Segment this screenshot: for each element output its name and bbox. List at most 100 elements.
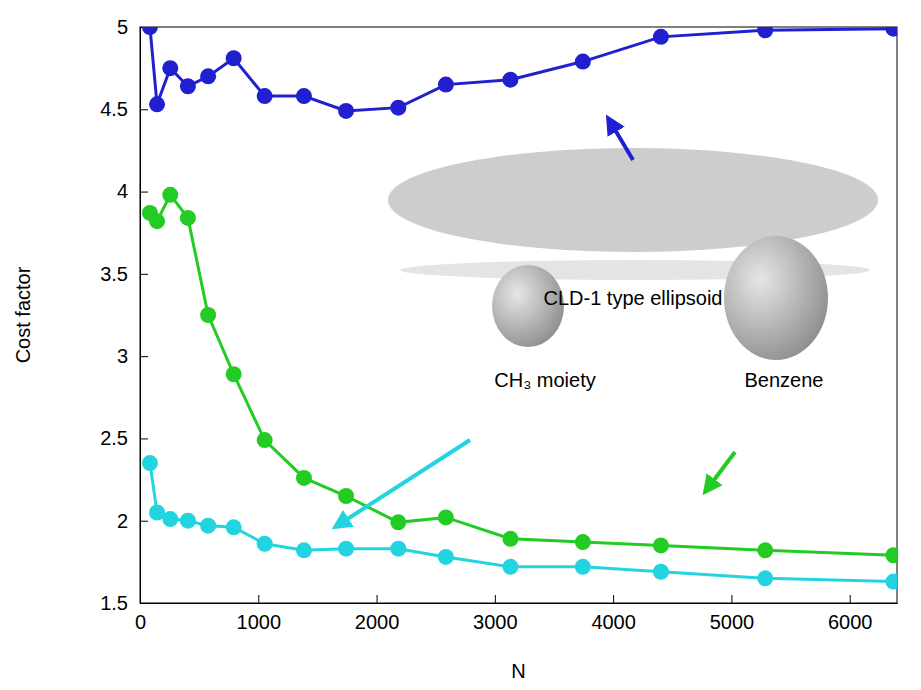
x-tick-mark (613, 595, 614, 603)
data-point (226, 50, 242, 66)
y-tick: 2.5 (100, 427, 148, 449)
chart: 0 1000 2000 3000 4000 5000 6000 1.5 2 2.5 3 3.5 4 4.5… (0, 0, 921, 690)
data-point (390, 514, 406, 530)
plot-frame (140, 27, 897, 603)
x-tick-label: 4000 (591, 611, 636, 633)
arrow (335, 440, 470, 527)
x-tick-mark (850, 595, 851, 603)
data-point (296, 470, 312, 486)
annotation: CLD-1 type ellipsoid (544, 287, 723, 309)
x-axis-line (141, 603, 898, 604)
x-tick: 6000 (828, 595, 873, 633)
data-point (653, 537, 669, 553)
data-point (226, 519, 242, 535)
data-point (257, 88, 273, 104)
y-tick-label: 2 (117, 510, 128, 532)
x-tick-mark (731, 595, 732, 603)
data-point (390, 541, 406, 557)
y-tick-label: 3 (117, 345, 128, 367)
y-axis-line (140, 28, 141, 604)
data-point (180, 210, 196, 226)
x-axis: 0 1000 2000 3000 4000 5000 6000 (135, 595, 898, 633)
data-point (502, 72, 518, 88)
data-point (575, 54, 591, 70)
x-tick-label: 6000 (828, 611, 873, 633)
y-tick: 1.5 (100, 592, 148, 614)
data-point (226, 366, 242, 382)
y-tick-label: 4 (117, 180, 128, 202)
ellipsoid (724, 236, 828, 360)
series-group (142, 27, 897, 590)
data-point (575, 559, 591, 575)
data-point (149, 96, 165, 112)
x-tick: 3000 (473, 595, 518, 633)
y-tick-label: 5 (117, 16, 128, 38)
x-tick: 2000 (355, 595, 400, 633)
y-tick-mark (140, 438, 148, 439)
y-tick-label: 4.5 (100, 98, 128, 120)
y-tick-label: 3.5 (100, 263, 128, 285)
x-axis-title: N (511, 660, 525, 682)
data-point (180, 78, 196, 94)
data-point (162, 511, 178, 527)
data-point (885, 27, 897, 37)
y-tick-mark (140, 109, 148, 110)
data-point (296, 88, 312, 104)
plot: 0 1000 2000 3000 4000 5000 6000 1.5 2 2.5 3 3.5 4 4.5… (100, 16, 901, 633)
x-tick: 4000 (591, 595, 636, 633)
x-tick-label: 3000 (473, 611, 518, 633)
y-tick: 4.5 (100, 98, 148, 120)
annotation: Benzene (745, 369, 824, 391)
y-tick: 2 (117, 510, 148, 532)
data-point (885, 547, 897, 563)
x-tick-mark (258, 595, 259, 603)
series-line (150, 463, 894, 581)
data-point (438, 77, 454, 93)
series-line (150, 195, 894, 555)
data-point (502, 531, 518, 547)
data-point (757, 542, 773, 558)
x-tick-mark (377, 595, 378, 603)
data-point (142, 27, 158, 35)
data-point (438, 549, 454, 565)
data-point (338, 541, 354, 557)
x-tick-label: 1000 (237, 611, 282, 633)
data-point (653, 564, 669, 580)
y-tick: 3.5 (100, 263, 148, 285)
y-tick: 4 (117, 180, 148, 202)
data-point (162, 187, 178, 203)
data-point (142, 455, 158, 471)
x-tick-mark (495, 595, 496, 603)
data-point (338, 103, 354, 119)
data-point (390, 100, 406, 116)
x-tick: 1000 (237, 595, 282, 633)
y-tick-label: 2.5 (100, 427, 128, 449)
data-point (296, 542, 312, 558)
data-point (257, 432, 273, 448)
y-axis-title: Cost factor (12, 266, 34, 363)
arrow (608, 118, 633, 160)
x-tick-label: 0 (135, 611, 146, 633)
data-point (200, 518, 216, 534)
data-point (149, 213, 165, 229)
x-tick-label: 5000 (710, 611, 755, 633)
illustrations (335, 118, 878, 527)
data-point (502, 559, 518, 575)
y-tick: 3 (117, 345, 148, 367)
y-tick-mark (140, 603, 148, 604)
y-tick-mark (140, 356, 148, 357)
data-point (757, 27, 773, 38)
y-tick-label: 1.5 (100, 592, 128, 614)
data-point (438, 509, 454, 525)
arrow (705, 452, 735, 492)
y-tick-mark (140, 521, 148, 522)
data-point (885, 574, 897, 590)
y-tick: 5 (117, 16, 148, 38)
data-point (653, 29, 669, 45)
annotation: CH₃ moiety (494, 369, 596, 391)
x-tick-label: 2000 (355, 611, 400, 633)
data-point (575, 534, 591, 550)
data-point (338, 488, 354, 504)
data-point (180, 513, 196, 529)
data-point (257, 536, 273, 552)
